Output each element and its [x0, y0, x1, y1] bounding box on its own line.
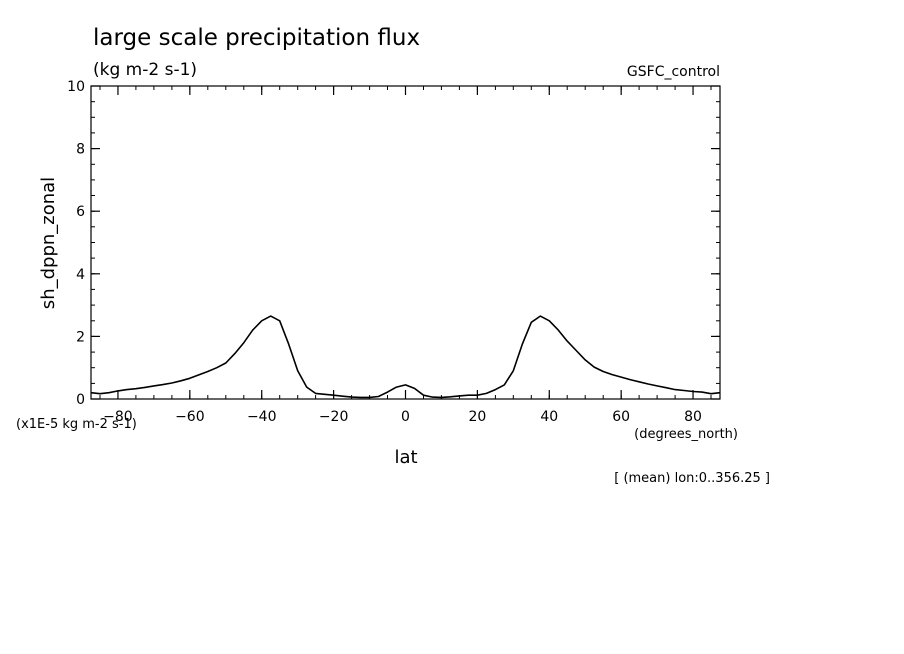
minor-ticks [91, 86, 720, 399]
x-tick-label: 60 [612, 409, 630, 425]
chart-title: large scale precipitation flux [93, 25, 420, 51]
x-tick-label: 40 [540, 409, 558, 425]
x-tick-label: 20 [468, 409, 486, 425]
x-units: (degrees_north) [634, 427, 738, 442]
plot-frame [90, 85, 721, 400]
x-axis-label: lat [394, 447, 417, 468]
x-tick-label: −60 [175, 409, 205, 425]
x-tick-label: −80 [103, 409, 133, 425]
chart-subtitle: (kg m-2 s-1) [93, 60, 197, 80]
dataset-label: GSFC_control [627, 64, 720, 80]
series-line [90, 315, 721, 399]
y-scale-note: (x1E-5 kg m-2 s-1) [16, 417, 137, 432]
y-axis-ticks: 0 2 4 6 8 10 [67, 79, 720, 408]
x-tick-label: −20 [319, 409, 349, 425]
y-tick-label: 10 [67, 79, 85, 95]
y-axis-label: sh_dppn_zonal [38, 177, 59, 309]
y-tick-label: 2 [76, 329, 85, 345]
y-tick-label: 6 [76, 204, 85, 220]
y-tick-label: 0 [76, 392, 85, 408]
footer-note: [ (mean) lon:0..356.25 ] [614, 471, 770, 486]
x-tick-label: −40 [247, 409, 277, 425]
y-tick-label: 8 [76, 142, 85, 158]
x-tick-label: 80 [684, 409, 702, 425]
x-tick-label: 0 [401, 409, 410, 425]
y-tick-label: 4 [76, 267, 85, 283]
